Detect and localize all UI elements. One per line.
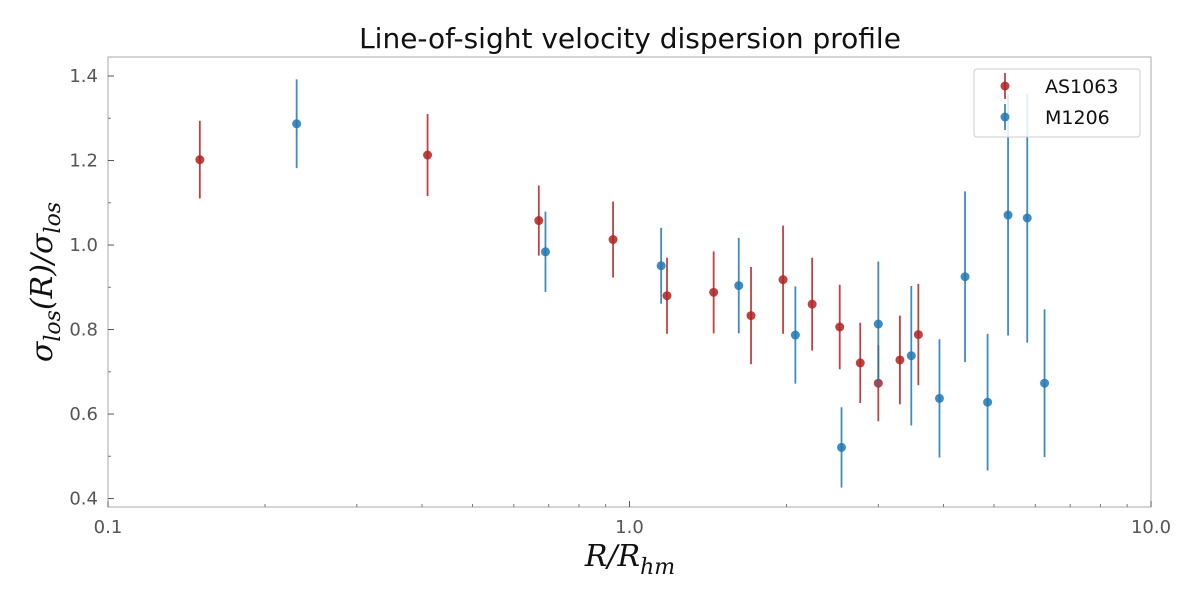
- data-point: [835, 322, 845, 332]
- data-point: [790, 330, 800, 340]
- y-tick-label: 1.4: [69, 66, 98, 87]
- data-point: [709, 287, 719, 297]
- y-axis-label-mid: (R)/σ: [25, 232, 60, 310]
- data-point: [906, 351, 916, 361]
- series-as1063: [195, 114, 923, 422]
- data-point: [656, 261, 666, 271]
- x-axis-label: R/Rhm: [584, 539, 675, 580]
- x-axis-label-sub: hm: [640, 555, 675, 580]
- data-point: [913, 330, 923, 340]
- y-axis-label-sigma: σ: [25, 340, 60, 362]
- legend: AS1063 M1206: [973, 68, 1141, 138]
- y-tick-label: 1.0: [69, 235, 98, 256]
- data-point: [534, 216, 544, 226]
- legend-box: [973, 68, 1141, 138]
- series-m1206: [292, 79, 1050, 488]
- x-tick-label: 0.1: [94, 517, 123, 538]
- data-point: [807, 299, 817, 309]
- data-point: [734, 281, 744, 291]
- legend-as1063-label: AS1063: [1045, 76, 1118, 98]
- data-point: [934, 393, 944, 403]
- y-tick-label: 0.4: [69, 489, 98, 510]
- x-tick-label: 10.0: [1131, 517, 1171, 538]
- data-point: [1022, 213, 1032, 223]
- x-tick-label: 1.0: [615, 517, 644, 538]
- legend-m1206-marker: [1000, 112, 1010, 122]
- data-point: [855, 358, 865, 368]
- data-point: [873, 319, 883, 329]
- data-point: [983, 397, 993, 407]
- chart-title: Line-of-sight velocity dispersion profil…: [359, 22, 901, 55]
- data-point: [746, 311, 756, 321]
- data-point: [195, 155, 205, 165]
- y-tick-label: 1.2: [69, 151, 98, 172]
- data-point: [1003, 210, 1013, 220]
- data-point: [608, 235, 618, 245]
- axis-ticks: 0.4 0.6 0.8 1.0 1.2 1.4 0.1 1.0 10.0: [69, 66, 1171, 538]
- data-point: [895, 355, 905, 365]
- data-point: [960, 272, 970, 282]
- y-tick-label: 0.8: [69, 320, 98, 341]
- y-axis-label: σlos(R)/σlos: [25, 202, 66, 362]
- y-axis-label-sub1: los: [41, 310, 66, 342]
- y-axis-label-sub2: los: [41, 202, 66, 234]
- data-point: [540, 247, 550, 257]
- data-point: [292, 119, 302, 129]
- legend-m1206-label: M1206: [1045, 107, 1110, 129]
- legend-as1063-marker: [1000, 81, 1010, 91]
- x-axis-label-main: R/R: [584, 539, 640, 574]
- y-tick-label: 0.6: [69, 404, 98, 425]
- data-point: [1040, 378, 1050, 388]
- data-point: [662, 291, 672, 301]
- data-marks: [195, 79, 1050, 488]
- data-point: [423, 150, 433, 160]
- data-point: [778, 275, 788, 285]
- data-point: [837, 442, 847, 452]
